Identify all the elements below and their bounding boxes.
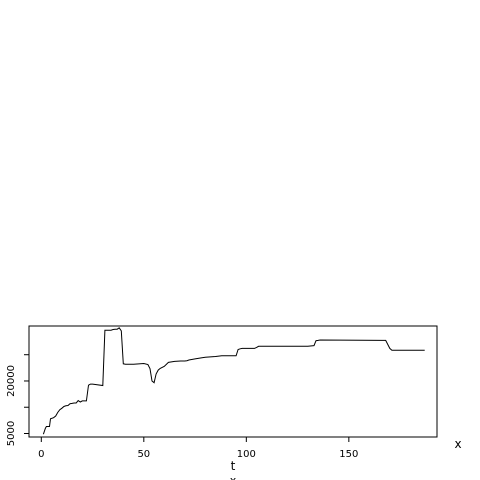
x-tick-label: 150 xyxy=(339,449,358,460)
y-axis: 5000 20000 xyxy=(6,354,29,446)
plot-frame xyxy=(28,325,438,438)
y-tick-label: 5000 xyxy=(6,421,17,446)
y-tick-label: 20000 xyxy=(6,365,17,397)
x-tick-label: 0 xyxy=(38,449,44,460)
sub-label: x xyxy=(230,474,237,480)
corner-label: x xyxy=(454,437,461,451)
x-tick-label: 100 xyxy=(237,449,256,460)
x-axis: 0 50 100 150 xyxy=(38,437,358,460)
x-axis-label: t xyxy=(231,459,236,473)
x-tick-label: 50 xyxy=(137,449,150,460)
data-line xyxy=(42,327,425,435)
